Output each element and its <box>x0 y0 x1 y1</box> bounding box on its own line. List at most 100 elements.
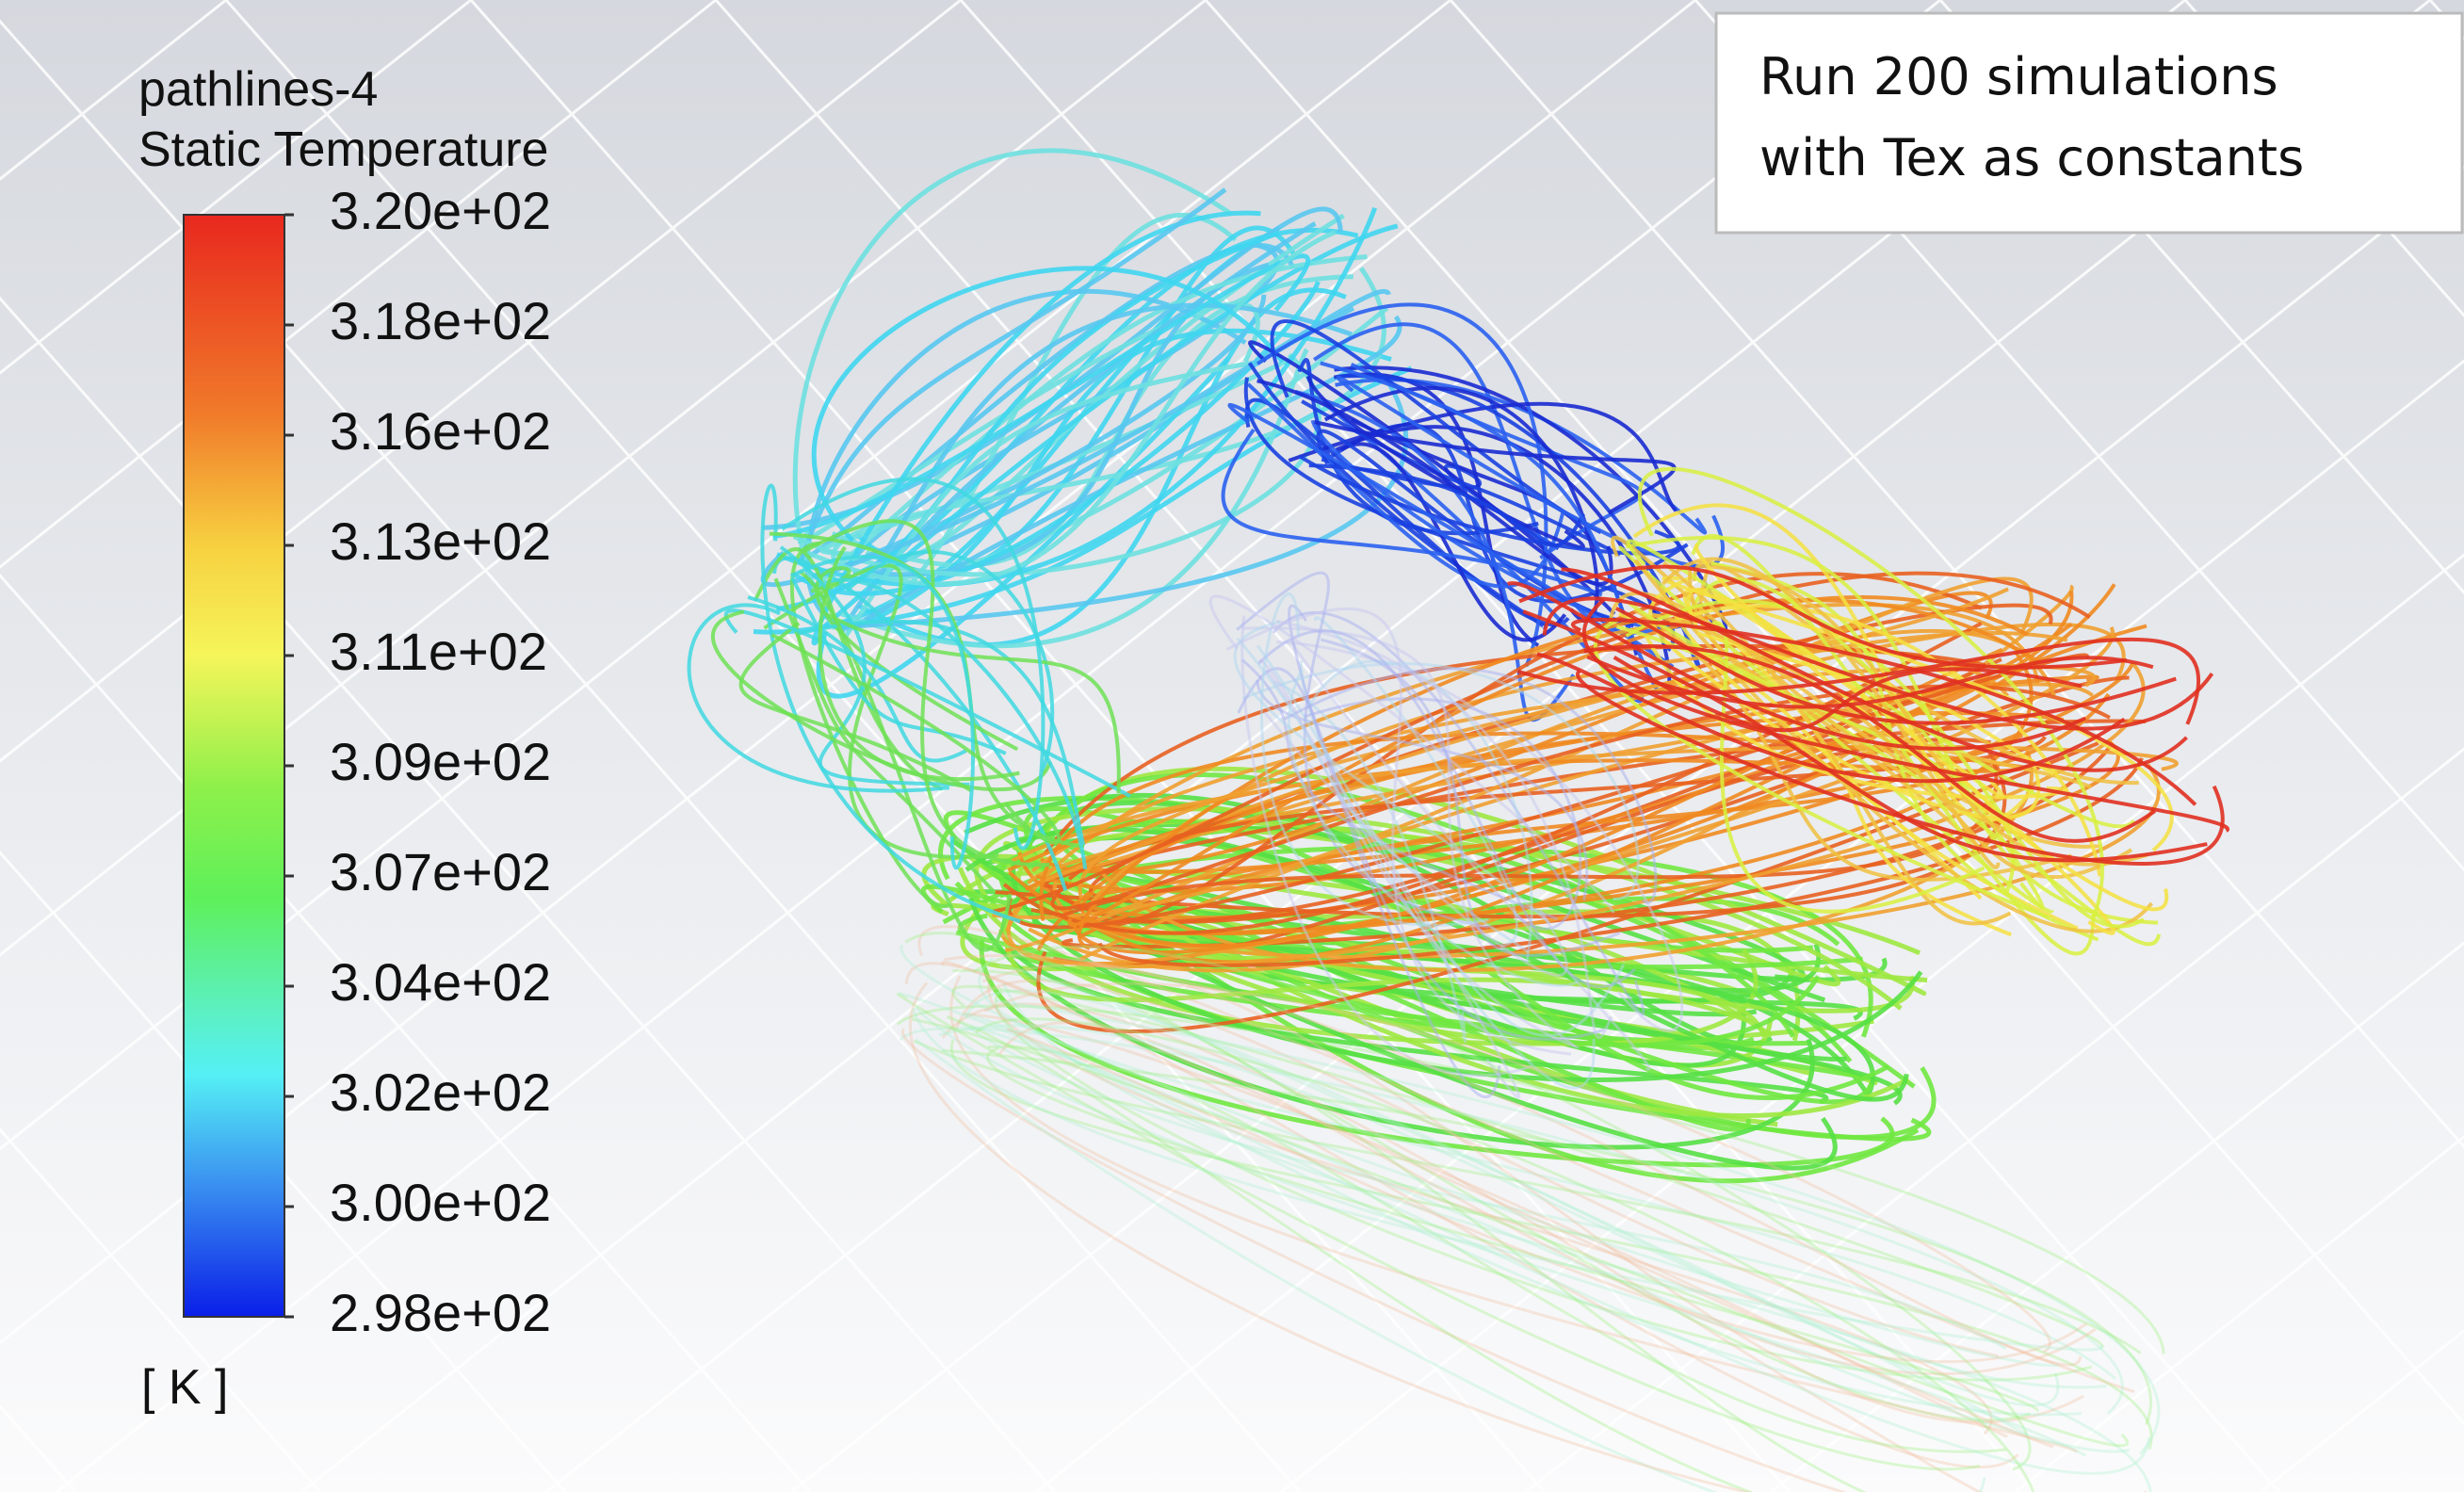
pathline <box>1236 571 1489 929</box>
pathline <box>823 223 1399 628</box>
pathline <box>1011 860 1923 1082</box>
pathline <box>1644 635 2067 800</box>
pathline <box>952 969 1868 1492</box>
pathline <box>1288 604 1501 1099</box>
pathline <box>1002 981 2152 1492</box>
grid-line <box>959 0 2281 1492</box>
pathline <box>1248 340 1616 616</box>
tick-label: 3.04e+02 <box>330 952 551 1012</box>
pathline <box>908 981 2148 1492</box>
pathline <box>901 1028 1848 1492</box>
grid-line <box>300 0 2186 1492</box>
grid-line <box>0 573 812 1492</box>
grid-line <box>0 0 717 569</box>
pathline <box>1615 624 2162 947</box>
pathline <box>1208 594 1615 914</box>
pathline <box>1308 463 1586 548</box>
pathline <box>1575 669 2225 866</box>
pathline <box>864 302 1353 577</box>
grid-line <box>0 0 1451 1492</box>
pathline <box>995 998 2161 1455</box>
pathline <box>1633 608 2072 882</box>
pathline <box>896 1004 2165 1354</box>
pathline <box>842 360 1254 640</box>
pathline <box>978 957 2117 1380</box>
pathline <box>998 662 2146 968</box>
grid-line <box>469 0 1791 1492</box>
pathline <box>981 964 2084 1424</box>
pathline <box>1237 667 1605 1041</box>
grid-line <box>1770 941 2464 1492</box>
pathline <box>1260 592 1489 927</box>
pathline <box>1028 584 2074 973</box>
pathline <box>1270 319 1602 534</box>
pathline <box>818 545 1020 782</box>
tick-label: 3.02e+02 <box>330 1062 551 1122</box>
grid-line <box>2015 1135 2464 1492</box>
pathline <box>1225 607 1571 1056</box>
pathline <box>1583 644 2157 843</box>
tick-label: 3.11e+02 <box>330 622 547 681</box>
pathline <box>687 603 949 793</box>
tick-label: 3.20e+02 <box>330 181 551 240</box>
pathline <box>998 1021 2097 1376</box>
pathline <box>904 962 2019 1469</box>
pathline <box>951 984 2105 1349</box>
pathline <box>1001 897 1829 1105</box>
pathline <box>898 991 2151 1475</box>
grid-line <box>0 1127 322 1492</box>
pathline <box>789 555 976 869</box>
pathline <box>723 608 1131 798</box>
pathline <box>1298 454 1681 556</box>
grid-line <box>2183 0 2464 318</box>
pathline <box>900 944 2060 1368</box>
annotation-line: Run 200 simulations <box>1759 47 2278 106</box>
pathline <box>1637 466 2104 919</box>
pathline <box>998 964 2029 1436</box>
pathline <box>747 595 967 763</box>
pathline <box>983 981 2051 1354</box>
pathline <box>823 577 1088 869</box>
pathline <box>949 975 2079 1453</box>
pathline <box>795 620 1086 846</box>
pathline <box>957 913 1811 1046</box>
pathline <box>1263 711 1568 977</box>
pathline <box>1288 401 1678 512</box>
tick-label: 3.07e+02 <box>330 842 551 901</box>
tick-label: 3.00e+02 <box>330 1173 551 1232</box>
pathline <box>1518 564 2128 670</box>
pathline <box>1236 637 1530 953</box>
colorbar-ticks: 3.20e+02 3.18e+02 3.16e+02 3.13e+02 3.11e+02… <box>284 181 551 1342</box>
tick-label: 3.13e+02 <box>330 511 551 571</box>
legend-subtitle: Static Temperature <box>138 122 548 177</box>
pathline <box>738 621 973 793</box>
grid-line <box>0 850 567 1492</box>
pathline <box>938 1024 2107 1389</box>
pathline <box>965 1013 2008 1438</box>
pathline <box>781 477 1046 851</box>
annotation-line: with Tex as constants <box>1759 128 2304 187</box>
tick-label: 2.98e+02 <box>330 1283 551 1342</box>
pathline <box>987 1045 2007 1453</box>
pathline <box>941 960 2054 1449</box>
pathline <box>1039 772 1795 1038</box>
grid-line <box>790 165 2464 1492</box>
pathline <box>798 187 1227 564</box>
pathline <box>1006 1028 2087 1364</box>
grid-line <box>1280 553 2464 1492</box>
tick-label: 3.09e+02 <box>330 732 551 791</box>
grid-line <box>1694 0 2464 872</box>
grid-line <box>0 0 472 375</box>
pathline <box>896 992 1981 1471</box>
pathline <box>1710 561 2099 942</box>
legend-title: pathlines-4 <box>138 62 378 117</box>
pathline <box>949 1039 2153 1451</box>
pathline <box>979 938 1895 1168</box>
pathline <box>920 884 1821 1048</box>
pathline <box>1284 667 1658 904</box>
pathline <box>914 1006 2086 1457</box>
pathline <box>911 1007 2103 1352</box>
pathline <box>1030 663 2097 873</box>
tick-label: 3.18e+02 <box>330 291 551 350</box>
